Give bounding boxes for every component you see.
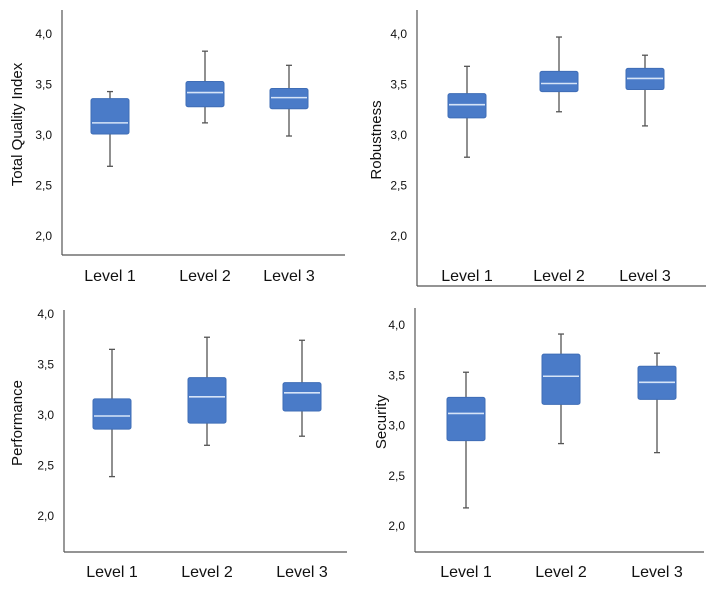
panel-robustness: 4,0 3,5 3,0 2,5 2,0 Robustness Level 1 Level 2 L… <box>368 10 706 287</box>
panel-security: 4,0 3,5 3,0 2,5 2,0 Security Level 1 Level 2 Lev… <box>373 308 704 581</box>
x-tick-label: Level 1 <box>86 564 138 581</box>
y-tick-label: 3,5 <box>37 358 54 372</box>
y-axis-label: Robustness <box>368 100 385 179</box>
iqr-box <box>269 88 309 110</box>
iqr-box <box>92 398 132 430</box>
box-level-1 <box>90 90 130 167</box>
y-tick-label: 4,0 <box>390 27 407 41</box>
y-tick-label: 2,5 <box>35 179 52 193</box>
box-level-3 <box>625 54 665 127</box>
y-axis-label: Performance <box>9 380 26 466</box>
iqr-box <box>90 98 130 135</box>
x-tick-label: Level 3 <box>263 268 315 285</box>
x-tick-label: Level 2 <box>181 564 233 581</box>
y-tick-label: 3,0 <box>35 128 52 142</box>
box-level-1 <box>446 371 486 509</box>
box-level-2 <box>187 336 227 446</box>
iqr-box <box>187 377 227 424</box>
iqr-box <box>539 70 579 93</box>
y-tick-label: 2,5 <box>37 459 54 473</box>
y-tick-label: 2,0 <box>390 229 407 243</box>
y-axis-label: Security <box>373 394 390 449</box>
y-tick-label: 2,0 <box>388 519 405 533</box>
x-tick-label: Level 2 <box>179 268 231 285</box>
y-tick-label: 3,0 <box>37 408 54 422</box>
y-tick-label: 3,0 <box>388 419 405 433</box>
y-tick-label: 2,5 <box>390 179 407 193</box>
y-tick-label: 3,5 <box>388 368 405 382</box>
x-tick-label: Level 1 <box>441 268 493 285</box>
box-level-1 <box>92 348 132 478</box>
x-tick-label: Level 1 <box>84 268 136 285</box>
panel-total-quality-index: 4,0 3,5 3,0 2,5 2,0 Total Quality Index Level … <box>9 10 345 285</box>
x-tick-label: Level 3 <box>619 268 671 285</box>
box-level-2 <box>539 36 579 113</box>
y-tick-label: 2,0 <box>35 229 52 243</box>
y-tick-label: 3,0 <box>390 128 407 142</box>
y-axis-label: Total Quality Index <box>9 62 26 186</box>
y-tick-label: 2,0 <box>37 509 54 523</box>
y-tick-label: 3,5 <box>390 78 407 92</box>
box-level-3 <box>637 352 677 454</box>
y-tick-label: 4,0 <box>37 307 54 321</box>
box-level-1 <box>447 65 487 158</box>
iqr-box <box>185 80 225 108</box>
box-level-2 <box>541 333 581 445</box>
x-tick-label: Level 2 <box>535 564 587 581</box>
panel-performance: 4,0 3,5 3,0 2,5 2,0 Performance Level 1 Level 2… <box>9 307 347 581</box>
box-level-3 <box>269 64 309 137</box>
x-tick-label: Level 1 <box>440 564 492 581</box>
x-tick-label: Level 2 <box>533 268 585 285</box>
box-level-2 <box>185 50 225 124</box>
x-tick-label: Level 3 <box>276 564 328 581</box>
y-tick-label: 4,0 <box>388 318 405 332</box>
iqr-box <box>446 396 486 442</box>
iqr-box <box>447 93 487 119</box>
box-level-3 <box>282 339 322 437</box>
y-tick-label: 3,5 <box>35 78 52 92</box>
x-tick-label: Level 3 <box>631 564 683 581</box>
y-tick-label: 4,0 <box>35 27 52 41</box>
y-tick-label: 2,5 <box>388 469 405 483</box>
iqr-box <box>541 353 581 405</box>
iqr-box <box>282 382 322 412</box>
